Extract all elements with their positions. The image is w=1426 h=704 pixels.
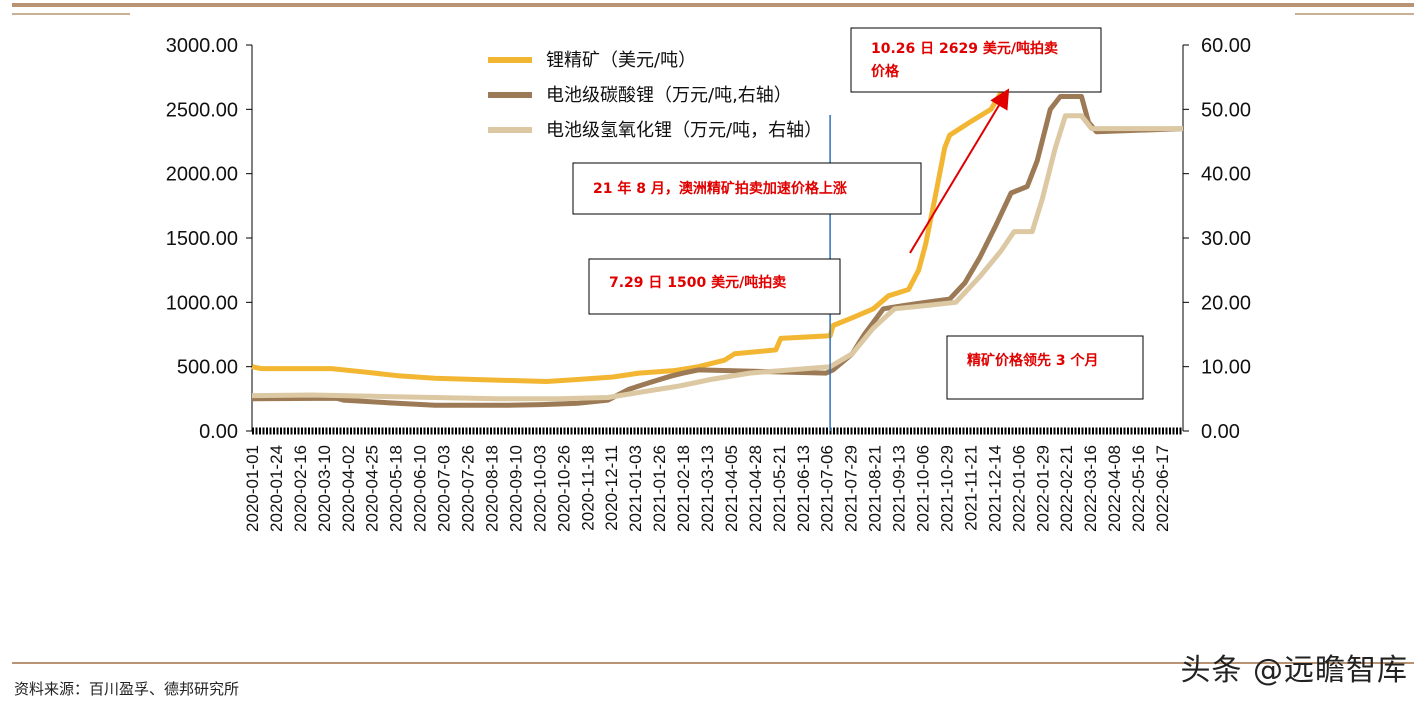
x-tick-label: 2022-06-17: [1153, 445, 1172, 532]
x-tick-label: 2021-10-29: [937, 445, 956, 532]
x-tick-label: 2021-08-21: [866, 445, 885, 532]
annotation-aug-text: 21 年 8 月，澳洲精矿拍卖加速价格上涨: [593, 180, 847, 197]
y-right-tick-label: 40.00: [1201, 164, 1251, 186]
x-tick-label: 2021-10-06: [914, 445, 933, 532]
y-right-tick-label: 30.00: [1201, 228, 1251, 250]
y-left-tick-label: 3000.00: [166, 35, 238, 57]
annotation-lead: 精矿价格领先 3 个月: [946, 335, 1144, 400]
axes-layer: 0.00 500.00 1000.00 1500.00 2000.00 2500.00 30…: [166, 35, 1251, 532]
x-tick-label: 2020-07-03: [435, 445, 454, 532]
legend-label-spodumene: 锂精矿（美元/吨）: [546, 50, 696, 71]
annotation-1026-line2: 价格: [871, 63, 900, 80]
x-tick-label: 2021-03-13: [698, 445, 717, 532]
annotation-1026-line1: 10.26 日 2629 美元/吨拍卖: [871, 40, 1058, 57]
y-right-tick-label: 50.00: [1201, 99, 1251, 121]
y-right-tick-label: 0.00: [1201, 421, 1240, 443]
x-tick-label: 2020-07-26: [459, 445, 478, 532]
annotation-729-box: [588, 258, 841, 315]
x-tick-label: 2021-12-14: [985, 445, 1004, 532]
y-left-tick-label: 500.00: [177, 357, 238, 379]
x-tick-label: 2022-05-16: [1129, 445, 1148, 532]
x-tick-label: 2020-01-01: [243, 445, 262, 532]
x-tick-label: 2021-04-05: [722, 445, 741, 532]
x-tick-label: 2020-10-03: [530, 445, 549, 532]
x-tick-label: 2022-01-29: [1033, 445, 1052, 532]
y-right-tick-label: 60.00: [1201, 35, 1251, 57]
annotation-729: 7.29 日 1500 美元/吨拍卖: [588, 258, 841, 315]
x-tick-label: 2021-01-26: [650, 445, 669, 532]
x-tick-label: 2020-09-10: [506, 445, 525, 532]
x-tick-label: 2021-04-28: [746, 445, 765, 532]
x-tick-label: 2021-09-13: [890, 445, 909, 532]
annotation-lead-text: 精矿价格领先 3 个月: [967, 352, 1099, 369]
series-line-0: [251, 72, 1092, 384]
legend: 锂精矿（美元/吨） 电池级碳酸锂（万元/吨,右轴） 电池级氢氧化锂（万元/吨，右…: [488, 50, 822, 141]
annotation-aug: 21 年 8 月，澳洲精矿拍卖加速价格上涨: [572, 162, 922, 215]
y-left-tick-label: 1000.00: [166, 292, 238, 314]
annotation-1026-box: [850, 27, 1102, 93]
annotation-aug-box: [572, 162, 922, 215]
x-tick-label: 2021-07-06: [818, 445, 837, 532]
annotation-lead-box: [946, 335, 1144, 400]
x-tick-label: 2020-10-26: [554, 445, 573, 532]
x-tick-label: 2020-01-24: [267, 445, 286, 532]
x-tick-label: 2022-04-08: [1105, 445, 1124, 532]
x-tick-label: 2021-07-29: [842, 445, 861, 532]
x-tick-label: 2020-03-10: [315, 445, 334, 532]
y-left-tick-label: 0.00: [199, 421, 238, 443]
x-tick-label: 2021-11-21: [961, 445, 980, 531]
annotation-1026: 10.26 日 2629 美元/吨拍卖 价格: [850, 27, 1102, 93]
x-tick-label: 2020-12-11: [602, 445, 621, 531]
x-tick-label: 2020-08-18: [482, 445, 501, 532]
x-tick-label: 2020-05-18: [387, 445, 406, 532]
y-left-tick-label: 1500.00: [166, 228, 238, 250]
y-left-tick-label: 2000.00: [166, 164, 238, 186]
y-left-tick-label: 2500.00: [166, 99, 238, 121]
x-tick-label: 2022-02-21: [1057, 445, 1076, 532]
x-tick-label: 2020-06-10: [411, 445, 430, 532]
source-note: 资料来源：百川盈孚、德邦研究所: [14, 680, 240, 698]
annotation-729-text: 7.29 日 1500 美元/吨拍卖: [609, 274, 786, 291]
x-tick-label: 2022-01-06: [1009, 445, 1028, 532]
x-tick-label: 2022-03-16: [1081, 445, 1100, 532]
x-tick-label: 2020-02-16: [291, 445, 310, 532]
legend-label-carbonate: 电池级碳酸锂（万元/吨,右轴）: [546, 85, 792, 106]
series-line-2: [251, 113, 1183, 402]
x-tick-label: 2021-02-18: [674, 445, 693, 532]
x-tick-label: 2021-01-03: [626, 445, 645, 532]
y-right-tick-label: 20.00: [1201, 292, 1251, 314]
watermark: 头条 @远瞻智库: [1180, 653, 1408, 688]
annotation-arrow: [909, 88, 1010, 254]
series-layer: [251, 72, 1184, 408]
x-tick-label: 2020-04-02: [339, 445, 358, 532]
y-right-tick-label: 10.00: [1201, 357, 1251, 379]
legend-label-hydroxide: 电池级氢氧化锂（万元/吨，右轴）: [546, 120, 822, 141]
x-tick-label: 2021-05-21: [770, 445, 789, 532]
x-tick-label: 2021-06-13: [794, 445, 813, 532]
x-tick-label: 2020-11-18: [578, 445, 597, 531]
x-tick-label: 2020-04-25: [363, 445, 382, 532]
